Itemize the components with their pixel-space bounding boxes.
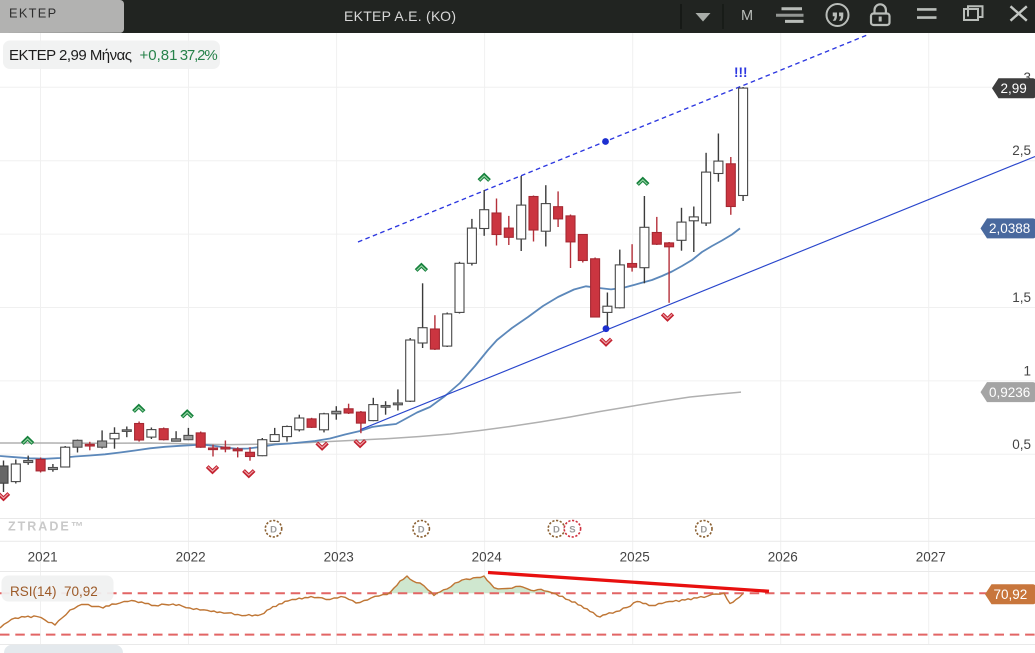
svg-text:37,2%: 37,2% [180,47,218,64]
svg-text:2026: 2026 [768,550,798,565]
svg-text:D: D [418,525,425,536]
svg-text:D: D [270,525,277,536]
svg-text:+0,81: +0,81 [140,47,178,64]
svg-text:2024: 2024 [472,550,503,565]
svg-text:2023: 2023 [324,550,354,565]
svg-text:70,92: 70,92 [994,587,1028,602]
svg-text:”: ” [831,7,846,33]
svg-text:1: 1 [1023,363,1031,378]
svg-text:2,99: 2,99 [1001,81,1027,96]
svg-text:0,9236: 0,9236 [989,385,1030,400]
svg-text:70,92: 70,92 [64,584,98,599]
svg-text:ΕΚΤΕΡ Α.Ε. (ΚΟ): ΕΚΤΕΡ Α.Ε. (ΚΟ) [344,8,456,24]
svg-text:S: S [569,525,575,536]
svg-text:RSI(14): RSI(14) [10,584,57,599]
svg-text:2021: 2021 [28,550,58,565]
svg-text:3: 3 [1023,70,1031,85]
svg-text:2,5: 2,5 [1012,143,1031,158]
svg-text:2025: 2025 [620,550,650,565]
svg-text:1,5: 1,5 [1012,290,1031,305]
svg-text:0,5: 0,5 [1012,437,1031,452]
svg-text:2,0388: 2,0388 [989,221,1030,236]
svg-text:ΕΚΤΕΡ: ΕΚΤΕΡ [9,6,57,21]
svg-text:M: M [741,8,753,24]
svg-text:D: D [553,525,560,536]
svg-text:ZTRADE™: ZTRADE™ [8,520,85,534]
svg-text:!!!: !!! [734,65,748,80]
svg-text:2027: 2027 [916,550,946,565]
svg-text:ΕΚΤΕΡ 2,99 Μήνας: ΕΚΤΕΡ 2,99 Μήνας [9,47,132,64]
svg-text:2022: 2022 [176,550,206,565]
svg-text:D: D [700,525,707,536]
